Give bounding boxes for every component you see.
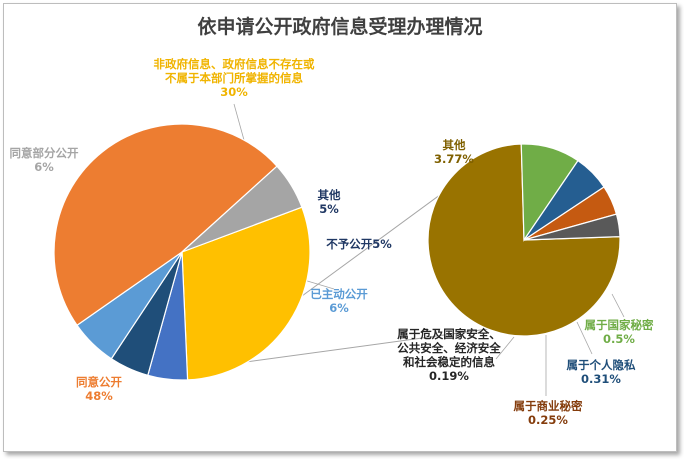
chart-title: 依申请公开政府信息受理办理情况 — [197, 16, 483, 38]
main-label-1: 非政府信息、政府信息不存在或不属于本部门所掌握的信息 30% — [154, 57, 315, 99]
main-label-name: 不属于本部门所掌握的信息 — [165, 71, 303, 85]
main-label-value: 6% — [329, 301, 349, 315]
main-pie-slice-1 — [181, 206, 311, 381]
sub-pie-slice-5 — [523, 213, 621, 241]
sub-label-value: 3.77% — [434, 152, 474, 166]
sub-label-4: 属于商业秘密 0.25% — [514, 399, 583, 427]
sub-label-value: 0.31% — [581, 372, 621, 386]
main-label-value: 6% — [34, 160, 54, 174]
main-label-name: 同意部分公开 — [10, 146, 79, 160]
sub-label-2: 属于国家秘密 0.5% — [585, 318, 654, 346]
main-pie-slice-5 — [53, 123, 278, 327]
sub-label-name: 属于商业秘密 — [514, 399, 583, 413]
main-pie — [53, 123, 311, 381]
leader-line-4 — [576, 321, 593, 355]
sub-label-name: 公共安全、经济安全 — [397, 341, 501, 355]
sub-label-value: 0.25% — [528, 413, 568, 427]
data-labels: 非政府信息、政府信息不存在或不属于本部门所掌握的信息 30%其他 5%不予公开5%已… — [10, 57, 654, 427]
chart-frame: 依申请公开政府信息受理办理情况 非政府信息、政府信息不存在或不属于本部门所掌握的… — [3, 3, 677, 452]
main-label-3: 不予公开5% — [326, 237, 392, 251]
leader-line-3 — [611, 293, 625, 318]
secondary-pie — [427, 143, 621, 337]
main-label-name: 其他 — [318, 188, 341, 202]
main-label-name: 已主动公开 — [310, 287, 368, 301]
leader-line-2 — [303, 279, 335, 290]
main-label-5: 同意公开 48% — [76, 375, 122, 403]
sub-label-name: 属于个人隐私 — [567, 358, 636, 372]
sub-label-5: 属于危及国家安全、公共安全、经济安全和社会稳定的信息 0.19% — [397, 327, 501, 383]
sub-label-name: 属于国家秘密 — [585, 318, 654, 332]
sub-label-name: 属于危及国家安全、 — [397, 327, 501, 341]
main-label-name: 同意公开 — [76, 375, 122, 389]
main-label-value: 30% — [220, 85, 248, 99]
sub-label-3: 属于个人隐私 0.31% — [567, 358, 636, 386]
main-pie-slice-6 — [181, 165, 303, 253]
sub-label-name: 其他 — [443, 138, 466, 152]
sub-label-value: 0.19% — [429, 369, 469, 383]
main-label-4: 已主动公开 6% — [310, 287, 368, 315]
sub-label-name: 和社会稳定的信息 — [403, 355, 495, 369]
main-label-value: 5% — [319, 202, 339, 216]
main-label-value: 48% — [85, 389, 113, 403]
main-label-2: 其他 5% — [318, 188, 341, 216]
main-label-6: 同意部分公开 6% — [10, 146, 79, 174]
sub-label-1: 其他 3.77% — [434, 138, 474, 166]
main-label-name: 非政府信息、政府信息不存在或 — [154, 57, 315, 71]
pie-of-pie-chart: 非政府信息、政府信息不存在或不属于本部门所掌握的信息 30%其他 5%不予公开5%已… — [10, 57, 654, 427]
sub-label-value: 0.5% — [603, 332, 635, 346]
leader-line-6 — [495, 336, 515, 360]
